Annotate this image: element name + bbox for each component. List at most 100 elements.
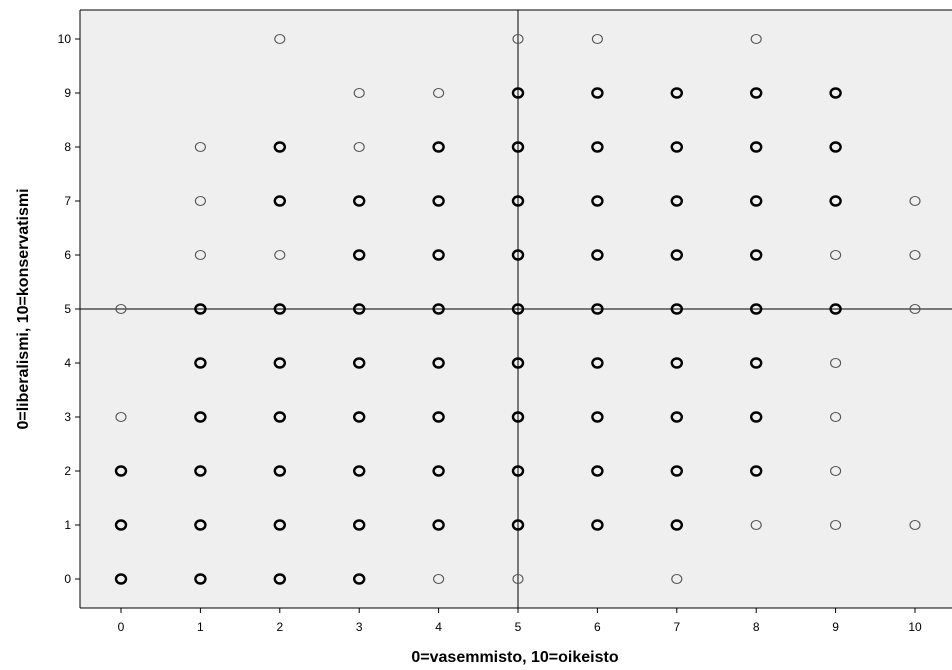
data-point bbox=[353, 357, 366, 369]
data-point bbox=[830, 519, 842, 531]
data-point bbox=[511, 195, 525, 207]
data-point bbox=[670, 357, 683, 369]
x-tick-label: 5 bbox=[515, 620, 522, 634]
y-tick-label: 9 bbox=[64, 86, 71, 100]
data-point bbox=[750, 195, 763, 207]
data-point bbox=[273, 141, 286, 153]
data-point bbox=[591, 465, 604, 477]
data-point bbox=[830, 249, 842, 261]
data-point bbox=[353, 249, 366, 261]
data-point bbox=[194, 573, 207, 585]
data-point bbox=[591, 519, 604, 531]
data-point bbox=[591, 141, 604, 153]
data-point bbox=[273, 465, 286, 477]
data-point bbox=[670, 195, 683, 207]
data-point bbox=[353, 573, 366, 585]
data-point bbox=[194, 303, 207, 315]
x-tick-label: 7 bbox=[673, 620, 680, 634]
x-tick-label: 2 bbox=[276, 620, 283, 634]
data-point bbox=[511, 249, 525, 261]
y-axis-ticks: 0 1 2 3 4 5 6 7 8 9 10 bbox=[58, 32, 80, 586]
data-point bbox=[830, 465, 842, 477]
data-point bbox=[433, 573, 445, 585]
data-point bbox=[273, 195, 286, 207]
data-point bbox=[591, 33, 603, 45]
data-point bbox=[432, 195, 445, 207]
data-point bbox=[194, 249, 206, 261]
y-tick-label: 7 bbox=[64, 194, 71, 208]
x-tick-label: 1 bbox=[197, 620, 204, 634]
data-point bbox=[591, 357, 604, 369]
data-point bbox=[670, 465, 683, 477]
data-point bbox=[274, 33, 286, 45]
data-point bbox=[670, 141, 683, 153]
data-point bbox=[432, 411, 445, 423]
y-tick-label: 4 bbox=[64, 356, 71, 370]
data-point bbox=[750, 141, 763, 153]
data-point bbox=[114, 573, 128, 585]
y-axis-title: 0=liberalismi, 10=konservatismi bbox=[15, 188, 32, 429]
data-point bbox=[909, 249, 921, 261]
data-point bbox=[512, 33, 524, 45]
data-point bbox=[194, 357, 207, 369]
data-point bbox=[670, 87, 683, 99]
data-point bbox=[909, 303, 921, 315]
data-points bbox=[114, 33, 921, 585]
data-point bbox=[353, 195, 366, 207]
data-point bbox=[670, 411, 683, 423]
data-point bbox=[512, 573, 524, 585]
data-point bbox=[909, 195, 921, 207]
data-point bbox=[353, 303, 366, 315]
y-tick-label: 2 bbox=[64, 464, 71, 478]
reference-lines bbox=[80, 10, 952, 608]
data-point bbox=[750, 33, 762, 45]
data-point bbox=[115, 411, 127, 423]
data-point bbox=[830, 357, 842, 369]
data-point bbox=[511, 465, 525, 477]
x-tick-label: 10 bbox=[908, 620, 922, 634]
data-point bbox=[194, 195, 206, 207]
y-tick-label: 10 bbox=[58, 32, 72, 46]
data-point bbox=[511, 357, 525, 369]
y-tick-label: 3 bbox=[64, 410, 71, 424]
x-axis-ticks: 0 1 2 3 4 5 6 7 8 9 10 bbox=[118, 608, 922, 634]
x-tick-label: 8 bbox=[753, 620, 760, 634]
data-point bbox=[670, 303, 683, 315]
data-point bbox=[591, 195, 604, 207]
data-point bbox=[273, 519, 286, 531]
data-point bbox=[194, 465, 207, 477]
data-point bbox=[432, 465, 445, 477]
y-tick-label: 6 bbox=[64, 248, 71, 262]
x-tick-label: 9 bbox=[832, 620, 839, 634]
y-tick-label: 5 bbox=[64, 302, 71, 316]
data-point bbox=[353, 519, 366, 531]
data-point bbox=[432, 519, 445, 531]
data-point bbox=[194, 519, 207, 531]
y-tick-label: 8 bbox=[64, 140, 71, 154]
data-point bbox=[829, 141, 842, 153]
data-point bbox=[432, 357, 445, 369]
data-point bbox=[750, 411, 763, 423]
data-point bbox=[194, 141, 206, 153]
data-point bbox=[750, 357, 763, 369]
data-point bbox=[750, 249, 763, 261]
x-tick-label: 3 bbox=[356, 620, 363, 634]
data-point bbox=[829, 87, 842, 99]
data-point bbox=[511, 519, 525, 531]
data-point bbox=[750, 303, 763, 315]
data-point bbox=[670, 519, 683, 531]
data-point bbox=[273, 573, 286, 585]
data-point bbox=[353, 411, 366, 423]
data-point bbox=[353, 141, 365, 153]
data-point bbox=[511, 87, 525, 99]
y-tick-label: 1 bbox=[64, 518, 71, 532]
data-point bbox=[432, 249, 445, 261]
data-point bbox=[670, 249, 683, 261]
data-point bbox=[830, 411, 842, 423]
data-point bbox=[671, 573, 683, 585]
data-point bbox=[114, 519, 128, 531]
data-point bbox=[511, 411, 525, 423]
data-point bbox=[433, 87, 445, 99]
